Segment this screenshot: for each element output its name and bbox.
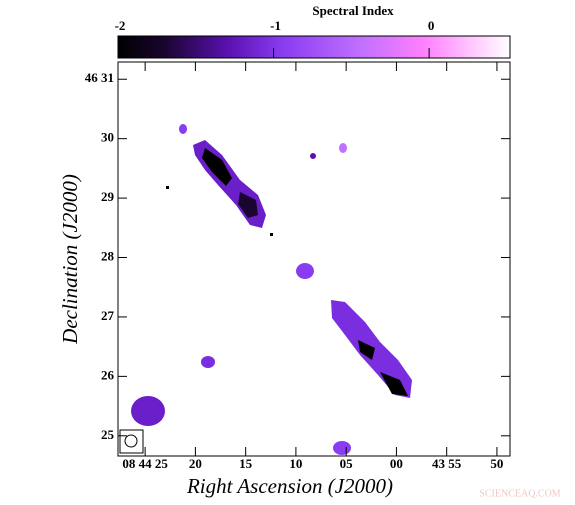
- blob: [358, 340, 375, 360]
- y-axis-label: Declination (J2000): [58, 174, 82, 345]
- y-tick-label: 28: [101, 248, 115, 263]
- x-tick-label: 15: [239, 456, 253, 471]
- blob: [201, 356, 215, 368]
- beam-box: [119, 429, 144, 454]
- colorbar-tick-label: -2: [115, 18, 126, 33]
- blob: [380, 372, 408, 396]
- x-tick-label: 50: [490, 456, 503, 471]
- blob: [131, 396, 165, 426]
- blob: [179, 124, 187, 134]
- beam: [124, 434, 138, 448]
- x-tick-label: 05: [340, 456, 354, 471]
- emission: [131, 124, 412, 455]
- colorbar-tick-label: -1: [270, 18, 281, 33]
- blob: [166, 186, 169, 189]
- x-tick-label: 00: [390, 456, 403, 471]
- colorbar: [117, 35, 511, 59]
- y-tick-label: 25: [101, 427, 115, 442]
- watermark: SCIENCEAQ.COM: [479, 488, 561, 499]
- blob: [339, 143, 347, 153]
- blob: [310, 153, 316, 159]
- y-tick-label: 26: [101, 367, 115, 382]
- x-axis-label: Right Ascension (J2000): [186, 474, 393, 498]
- blob: [270, 233, 273, 236]
- blob: [296, 263, 314, 279]
- y-tick-label: 29: [101, 189, 115, 204]
- colorbar-tick-label: 0: [428, 18, 435, 33]
- y-tick-label: 27: [101, 308, 115, 323]
- blob: [202, 148, 232, 186]
- x-tick-label: 08 44 25: [122, 456, 168, 471]
- x-tick-label: 43 55: [432, 456, 462, 471]
- plot-frame: [117, 61, 511, 457]
- y-tick-label: 46 31: [85, 70, 114, 85]
- blob: [238, 192, 258, 218]
- colorbar-title: Spectral Index: [312, 3, 394, 18]
- x-tick-label: 10: [289, 456, 302, 471]
- blob: [333, 441, 351, 455]
- y-tick-label: 30: [101, 130, 114, 145]
- x-tick-label: 20: [189, 456, 202, 471]
